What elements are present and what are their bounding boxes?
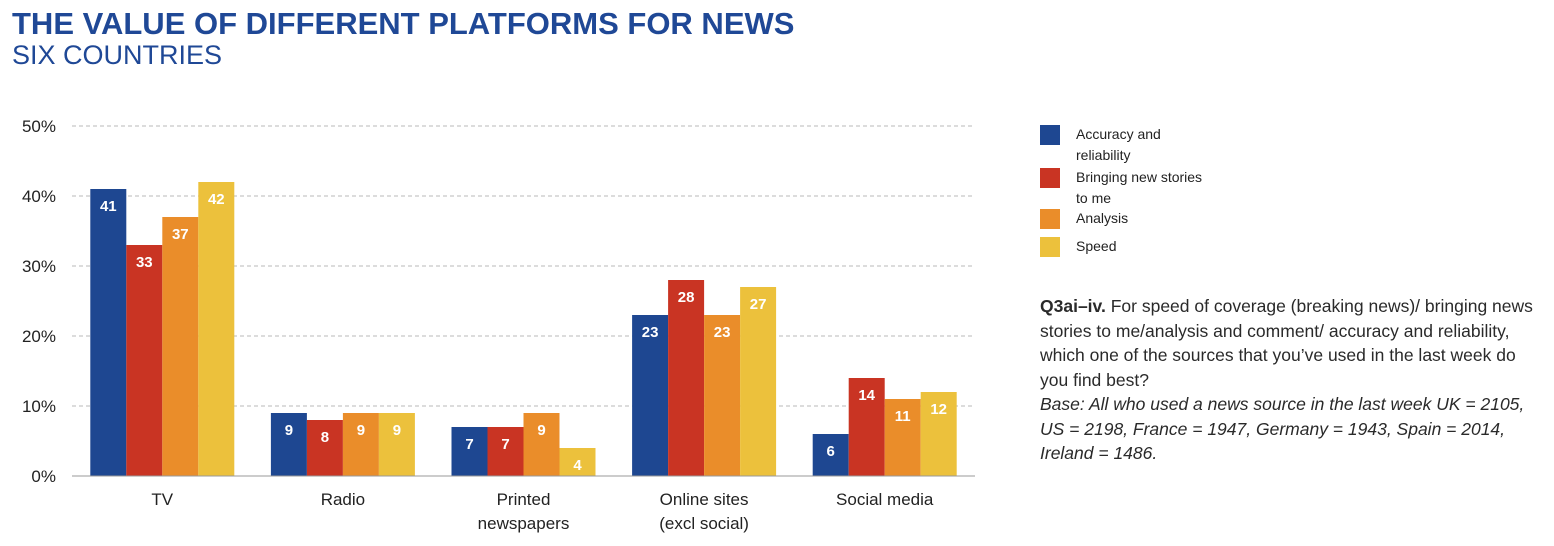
data-label: 4 <box>573 457 582 474</box>
note-question-id: Q3ai–iv. <box>1040 296 1106 316</box>
x-tick-label-line: Social media <box>836 490 934 509</box>
data-label: 41 <box>100 198 117 215</box>
data-label: 9 <box>357 422 365 439</box>
data-label: 42 <box>208 191 225 208</box>
data-label: 12 <box>930 401 947 418</box>
legend-swatch-accuracy <box>1040 125 1060 145</box>
bar <box>884 399 921 476</box>
bar <box>378 413 415 476</box>
y-tick-label: 30% <box>22 257 56 276</box>
y-tick-label: 50% <box>22 117 56 136</box>
data-label: 7 <box>501 436 509 453</box>
x-tick-label: Printed newspapers <box>478 490 570 533</box>
bar <box>523 413 560 476</box>
bar <box>342 413 379 476</box>
x-tick-label: Social media <box>836 490 934 509</box>
y-tick-label: 10% <box>22 397 56 416</box>
y-tick-label: 40% <box>22 187 56 206</box>
data-label: 23 <box>642 324 659 341</box>
data-label: 33 <box>136 254 153 271</box>
bar <box>812 434 849 476</box>
note-question-text: For speed of coverage (breaking news)/ b… <box>1040 296 1533 390</box>
legend-label-analysis: Analysis <box>1076 210 1129 226</box>
x-tick-label-line: newspapers <box>478 514 570 533</box>
x-tick-label-line: TV <box>151 490 173 509</box>
bar <box>740 287 777 476</box>
x-tick-label: TV <box>151 490 173 509</box>
bar <box>559 448 596 476</box>
legend-swatch-new-stories <box>1040 168 1060 188</box>
bar <box>451 427 488 476</box>
bar <box>306 420 343 476</box>
chart-title: THE VALUE OF DIFFERENT PLATFORMS FOR NEW… <box>12 6 795 41</box>
data-label: 9 <box>393 422 401 439</box>
bar <box>632 315 669 476</box>
data-label: 7 <box>465 436 473 453</box>
bar <box>162 217 199 476</box>
bar <box>668 280 705 476</box>
data-label: 28 <box>678 289 695 306</box>
bar <box>848 378 885 476</box>
legend-label-accuracy: Accuracy and reliability <box>1076 126 1161 163</box>
bar <box>920 392 957 476</box>
data-label: 37 <box>172 226 189 243</box>
bar-chart: 0% 10% 20% 30% 40% 50% 41 33 37 42 TV 9 8 9 9 Radio 7 7 9 4… <box>22 117 975 533</box>
data-label: 27 <box>750 296 767 313</box>
legend-swatch-speed <box>1040 237 1060 257</box>
x-tick-label: Radio <box>321 490 365 509</box>
data-label: 23 <box>714 324 731 341</box>
x-tick-label-line: Printed <box>497 490 551 509</box>
bar <box>126 245 163 476</box>
data-label: 9 <box>285 422 293 439</box>
note-base: Base: All who used a news source in the … <box>1040 394 1525 463</box>
bar <box>198 182 235 476</box>
data-label: 14 <box>858 387 875 404</box>
survey-note: Q3ai–iv. For speed of coverage (breaking… <box>1040 294 1540 466</box>
bar <box>704 315 741 476</box>
x-tick-label-line: Radio <box>321 490 365 509</box>
data-label: 6 <box>827 443 835 460</box>
bar <box>90 189 127 476</box>
x-tick-label-line: (excl social) <box>659 514 749 533</box>
bar <box>270 413 307 476</box>
chart-subtitle: SIX COUNTRIES <box>12 40 223 70</box>
legend-swatch-analysis <box>1040 209 1060 229</box>
y-tick-label: 20% <box>22 327 56 346</box>
x-tick-label-line: Online sites <box>660 490 749 509</box>
x-tick-label: Online sites (excl social) <box>659 490 749 533</box>
legend-label-speed: Speed <box>1076 238 1117 254</box>
data-label: 11 <box>895 408 911 425</box>
bar <box>487 427 524 476</box>
data-label: 9 <box>537 422 545 439</box>
data-label: 8 <box>321 429 329 446</box>
legend-label-new-stories: Bringing new stories to me <box>1076 169 1203 206</box>
y-tick-label: 0% <box>31 467 56 486</box>
